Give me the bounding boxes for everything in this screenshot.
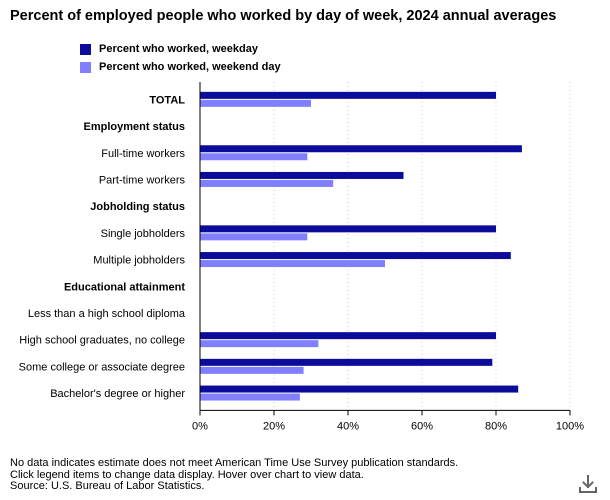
bar-weekday <box>200 332 496 340</box>
chart-footer: No data indicates estimate does not meet… <box>10 457 459 493</box>
legend-item-weekday[interactable]: Percent who worked, weekday <box>80 41 281 57</box>
bar-weekend <box>200 99 311 107</box>
x-tick-label: 60% <box>411 420 433 432</box>
bar-weekday <box>200 225 496 233</box>
bar-chart-plot[interactable]: 0% 20% 40% 60% 80% 100% TOTAL Employment status… <box>0 0 610 450</box>
download-icon[interactable] <box>578 474 598 494</box>
chart-title: Percent of employed people who worked by… <box>10 8 557 24</box>
bar-weekend <box>200 260 385 268</box>
bar-weekday <box>200 252 511 260</box>
legend-swatch-weekday <box>80 43 91 55</box>
legend: Percent who worked, weekday Percent who … <box>80 41 281 77</box>
category-label: High school graduates, no college <box>19 335 185 347</box>
bar-weekend <box>200 340 319 348</box>
bar-weekday <box>200 358 493 366</box>
category-label: Single jobholders <box>101 228 186 240</box>
legend-item-weekend[interactable]: Percent who worked, weekend day <box>80 59 281 75</box>
legend-label-weekend: Percent who worked, weekend day <box>99 61 281 73</box>
bar-weekday <box>200 145 522 153</box>
bar-weekend <box>200 153 308 161</box>
x-tick-label: 20% <box>263 420 285 432</box>
bar-weekday <box>200 171 404 179</box>
category-label: Multiple jobholders <box>93 255 185 267</box>
category-label: Less than a high school diploma <box>28 308 186 320</box>
legend-swatch-weekend <box>80 61 91 73</box>
category-label: Jobholding status <box>90 201 185 213</box>
category-label: Full-time workers <box>101 148 185 160</box>
bar-weekend <box>200 179 334 187</box>
bar-weekend <box>200 366 304 374</box>
x-tick-label: 100% <box>556 420 584 432</box>
footer-note: No data indicates estimate does not meet… <box>10 457 459 469</box>
category-label: Part-time workers <box>99 174 186 186</box>
category-label: Educational attainment <box>64 281 185 293</box>
category-label: Employment status <box>84 121 185 133</box>
category-label: Some college or associate degree <box>19 361 185 373</box>
footer-instructions: Click legend items to change data displa… <box>10 468 364 481</box>
category-label: TOTAL <box>149 94 185 106</box>
bar-weekday <box>200 385 519 393</box>
x-tick-label: 80% <box>485 420 507 432</box>
category-label: Bachelor's degree or higher <box>50 388 185 400</box>
legend-label-weekday: Percent who worked, weekday <box>99 43 258 55</box>
x-tick-label: 40% <box>337 420 359 432</box>
bar-weekday <box>200 91 496 99</box>
bar-weekend <box>200 233 308 241</box>
x-tick-label: 0% <box>192 420 208 432</box>
footer-source: Source: U.S. Bureau of Labor Statistics. <box>10 480 205 492</box>
bar-weekend <box>200 393 300 401</box>
